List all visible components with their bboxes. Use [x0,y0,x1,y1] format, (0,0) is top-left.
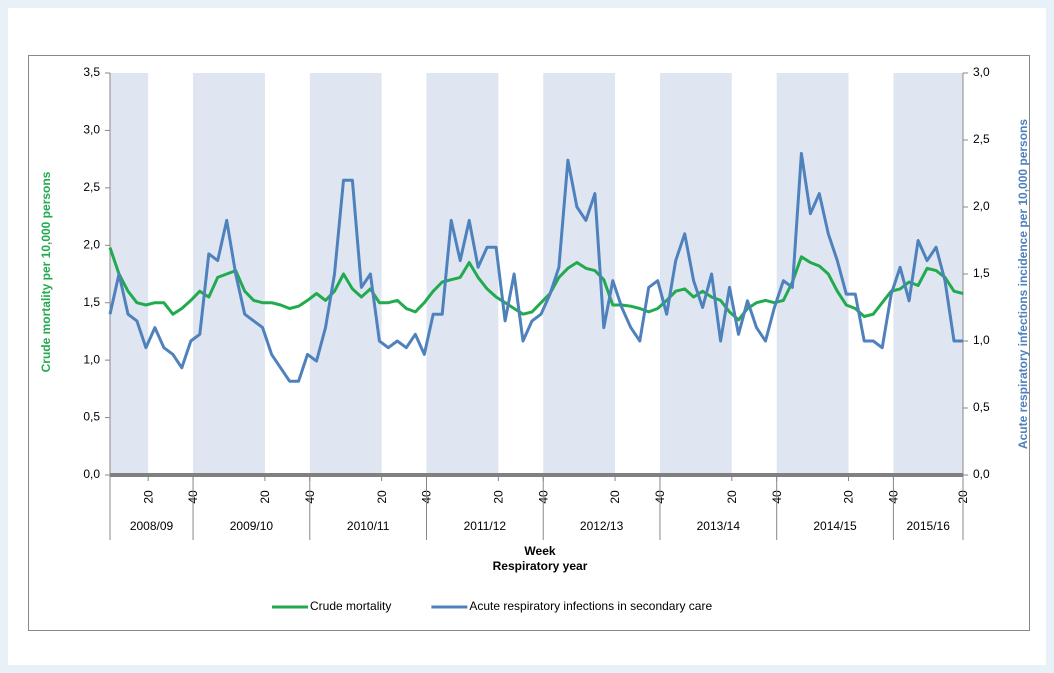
year-label: 2010/11 [347,519,390,533]
season-band [543,73,616,475]
y-axis-label: Crude mortality per 10,000 persons [39,171,53,372]
legend-label: Acute respiratory infections in secondar… [469,599,712,613]
x-tick-label: 20 [375,490,389,504]
y-tick-label: 0,5 [83,410,100,424]
y2-tick-label: 2,0 [973,199,990,213]
season-band [776,73,849,475]
y-tick-label: 1,0 [83,352,100,366]
x-tick-label: 20 [141,490,155,504]
y-tick-label: 2,0 [83,237,100,251]
y-tick-label: 3,5 [83,65,100,79]
year-label: 2015/16 [907,519,951,533]
y2-axis-label: Acute respiratory infections incidence p… [1016,119,1030,449]
x-tick-label: 20 [258,490,272,504]
season-band [893,73,963,475]
y2-tick-label: 0,5 [973,400,990,414]
x-tick-label: 20 [842,490,856,504]
season-band [110,73,149,475]
y2-tick-label: 2,5 [973,132,990,146]
x-tick-label: 20 [492,490,506,504]
x-axis-label: Week [524,544,555,558]
year-label: 2013/14 [697,519,741,533]
series-line [108,151,963,383]
x-tick-label: 20 [608,490,622,504]
year-label: 2008/09 [130,519,174,533]
year-label: 2009/10 [230,519,274,533]
year-label: 2011/12 [464,519,507,533]
y-tick-label: 0,0 [83,467,100,481]
x-axis-label-2: Respiratory year [493,559,588,573]
season-band [659,73,732,475]
y-tick-label: 3,0 [83,123,100,137]
legend-label: Crude mortality [310,599,391,613]
y-tick-label: 2,5 [83,180,100,194]
year-label: 2014/15 [813,519,857,533]
x-tick-label: 20 [725,490,739,504]
y2-tick-label: 1,0 [973,333,990,347]
y2-tick-label: 0,0 [973,467,990,481]
y-tick-label: 1,5 [83,295,100,309]
y2-tick-label: 3,0 [973,65,990,79]
y2-tick-label: 1,5 [973,266,990,280]
year-label: 2012/13 [580,519,624,533]
series-line [108,247,964,322]
